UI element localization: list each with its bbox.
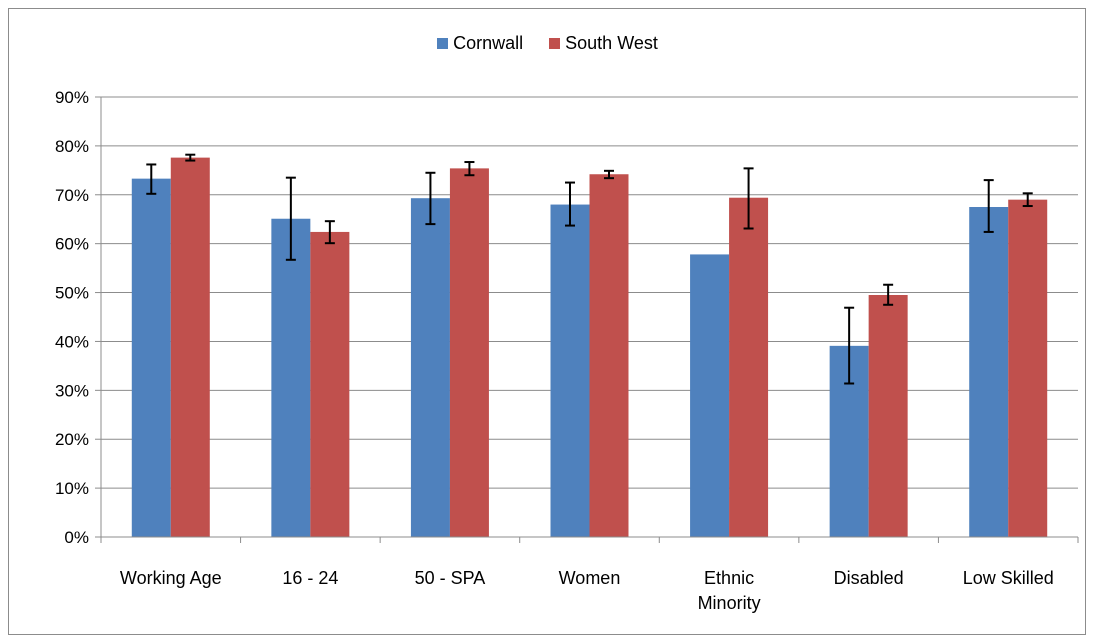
x-tick-labels: Working Age 16 - 24 50 - SPA Women Ethnic Min… [120,568,1054,613]
y-tick-label: 50% [55,284,89,303]
y-tick-label: 80% [55,137,89,156]
bar-south-west [170,157,210,537]
y-tick-label: 10% [55,479,89,498]
y-tick-label: 40% [55,332,89,351]
x-tick-label: Ethnic [704,568,754,588]
bar-south-west [1008,199,1048,537]
x-tick-label: Disabled [834,568,904,588]
y-tick-label: 90% [55,88,89,107]
y-tick-label: 30% [55,381,89,400]
bar-cornwall [131,178,171,537]
x-tick-label: Women [559,568,621,588]
bar-cornwall [550,204,590,538]
legend-item-cornwall: Cornwall [437,33,523,54]
legend-label-cornwall: Cornwall [453,33,524,53]
y-tick-label: 60% [55,235,89,254]
bar-south-west [589,174,629,537]
y-tick-label: 0% [64,528,89,547]
y-tick-labels: 0% 10% 20% 30% 40% 50% 60% 70% 80% 90% [55,88,89,547]
legend-item-south-west: South West [549,33,658,54]
axes [95,96,1079,543]
legend-swatch-cornwall [437,38,449,49]
bars [131,157,1048,538]
legend-swatch-south-west [549,38,561,49]
y-tick-label: 20% [55,430,89,449]
bar-cornwall [271,218,311,537]
x-tick-label: 50 - SPA [415,568,486,588]
bar-cornwall [969,207,1009,537]
bar-south-west [310,231,350,537]
x-tick-label: 16 - 24 [282,568,338,588]
legend-label-south-west: South West [565,33,658,53]
bar-south-west [729,197,769,537]
bar-south-west [449,168,489,537]
error-bars [146,153,1033,385]
x-tick-label: Minority [698,593,761,613]
x-tick-label: Low Skilled [963,568,1054,588]
bar-cornwall [410,198,450,537]
bar-south-west [868,295,908,537]
y-tick-label: 70% [55,186,89,205]
x-tick-label: Working Age [120,568,222,588]
bar-cornwall [690,254,730,537]
legend: Cornwall South West [0,33,1095,54]
